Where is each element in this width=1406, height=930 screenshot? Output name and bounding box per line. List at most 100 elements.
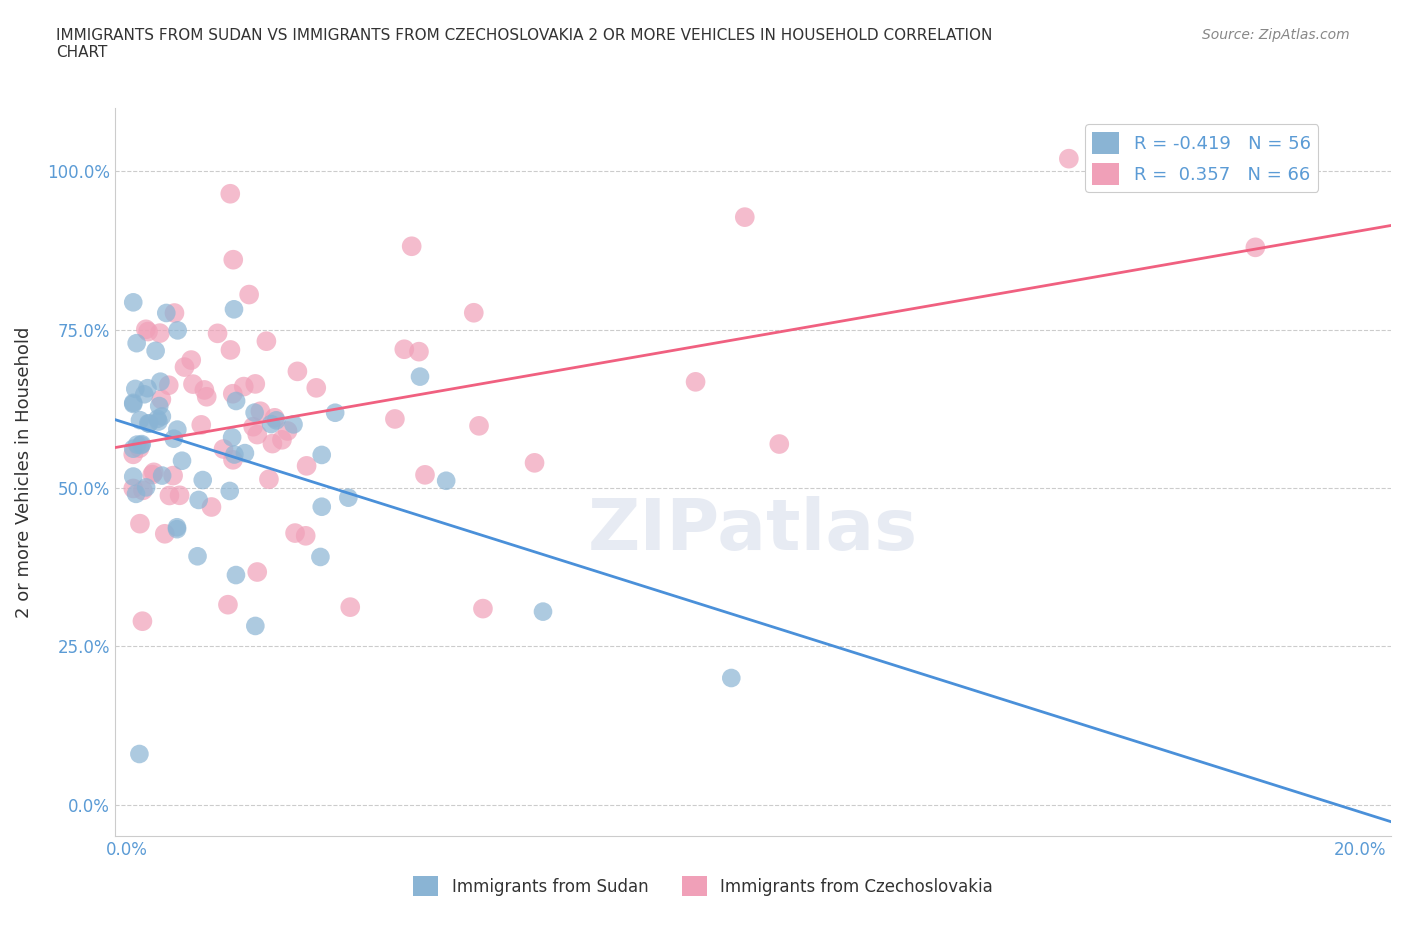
Immigrants from Czechoslovakia [287,364,309,379]
Immigrants from Sudan [260,417,283,432]
Immigrants from Czechoslovakia [394,342,416,357]
Immigrants from Sudan [136,380,159,395]
Immigrants from Czechoslovakia [468,418,491,433]
Immigrants from Czechoslovakia [408,344,430,359]
Immigrants from Czechoslovakia [169,488,191,503]
Immigrants from Czechoslovakia [122,481,145,496]
Immigrants from Sudan [337,490,360,505]
Immigrants from Sudan [131,437,153,452]
Immigrants from Sudan [150,468,173,483]
Immigrants from Czechoslovakia [163,306,186,321]
Immigrants from Sudan [150,409,173,424]
Immigrants from Czechoslovakia [217,597,239,612]
Immigrants from Czechoslovakia [245,377,267,392]
Immigrants from Czechoslovakia [162,468,184,483]
Immigrants from Sudan [191,472,214,487]
Immigrants from Sudan [409,369,432,384]
Immigrants from Czechoslovakia [222,252,245,267]
Immigrants from Czechoslovakia [305,380,328,395]
Immigrants from Czechoslovakia [129,516,152,531]
Immigrants from Czechoslovakia [339,600,361,615]
Immigrants from Sudan [136,416,159,431]
Immigrants from Sudan [434,473,457,488]
Immigrants from Czechoslovakia [242,419,264,434]
Immigrants from Sudan [129,413,152,428]
Immigrants from Czechoslovakia [734,209,756,224]
Immigrants from Czechoslovakia [413,468,436,483]
Immigrants from Sudan [720,671,742,685]
Immigrants from Czechoslovakia [284,525,307,540]
Immigrants from Czechoslovakia [173,360,195,375]
Immigrants from Sudan [146,411,169,426]
Immigrants from Czechoslovakia [262,436,284,451]
Y-axis label: 2 or more Vehicles in Household: 2 or more Vehicles in Household [15,326,32,618]
Immigrants from Czechoslovakia [768,436,790,451]
Immigrants from Sudan [170,453,193,468]
Immigrants from Sudan [134,387,156,402]
Text: ZIPatlas: ZIPatlas [588,496,918,565]
Immigrants from Sudan [128,747,150,762]
Immigrants from Czechoslovakia [1244,240,1267,255]
Immigrants from Czechoslovakia [295,458,318,473]
Immigrants from Sudan [148,399,170,414]
Immigrants from Czechoslovakia [136,325,159,339]
Immigrants from Sudan [225,393,247,408]
Immigrants from Sudan [149,374,172,389]
Immigrants from Sudan [166,520,188,535]
Immigrants from Czechoslovakia [246,427,269,442]
Immigrants from Czechoslovakia [238,287,260,302]
Immigrants from Sudan [224,447,246,462]
Immigrants from Czechoslovakia [232,379,254,394]
Immigrants from Czechoslovakia [219,342,242,357]
Text: IMMIGRANTS FROM SUDAN VS IMMIGRANTS FROM CZECHOSLOVAKIA 2 OR MORE VEHICLES IN HO: IMMIGRANTS FROM SUDAN VS IMMIGRANTS FROM… [56,28,993,60]
Immigrants from Sudan [122,469,145,484]
Immigrants from Czechoslovakia [153,526,176,541]
Immigrants from Czechoslovakia [1057,152,1080,166]
Legend: R = -0.419   N = 56, R =  0.357   N = 66: R = -0.419 N = 56, R = 0.357 N = 66 [1085,125,1319,192]
Immigrants from Czechoslovakia [157,378,180,392]
Immigrants from Czechoslovakia [207,326,229,340]
Immigrants from Sudan [243,405,266,420]
Immigrants from Czechoslovakia [222,452,245,467]
Immigrants from Sudan [225,567,247,582]
Immigrants from Czechoslovakia [523,456,546,471]
Immigrants from Czechoslovakia [249,404,271,418]
Legend: Immigrants from Sudan, Immigrants from Czechoslovakia: Immigrants from Sudan, Immigrants from C… [406,870,1000,903]
Immigrants from Czechoslovakia [195,390,218,405]
Immigrants from Czechoslovakia [128,441,150,456]
Immigrants from Czechoslovakia [222,386,245,401]
Immigrants from Czechoslovakia [149,326,172,340]
Immigrants from Sudan [187,493,209,508]
Immigrants from Sudan [264,413,287,428]
Immigrants from Sudan [311,499,333,514]
Immigrants from Czechoslovakia [150,392,173,406]
Text: Source: ZipAtlas.com: Source: ZipAtlas.com [1202,28,1350,42]
Immigrants from Sudan [309,550,332,565]
Immigrants from Czechoslovakia [246,565,269,579]
Immigrants from Sudan [166,422,188,437]
Immigrants from Sudan [222,302,245,317]
Immigrants from Sudan [245,618,267,633]
Immigrants from Czechoslovakia [193,382,215,397]
Immigrants from Sudan [186,549,208,564]
Immigrants from Czechoslovakia [401,239,423,254]
Immigrants from Sudan [122,295,145,310]
Immigrants from Czechoslovakia [141,467,163,482]
Immigrants from Czechoslovakia [159,488,181,503]
Immigrants from Sudan [124,381,146,396]
Immigrants from Sudan [166,522,188,537]
Immigrants from Czechoslovakia [271,432,294,447]
Immigrants from Czechoslovakia [463,305,485,320]
Immigrants from Sudan [122,395,145,410]
Immigrants from Sudan [122,396,145,411]
Immigrants from Sudan [323,405,346,420]
Immigrants from Sudan [218,484,240,498]
Immigrants from Czechoslovakia [384,411,406,426]
Immigrants from Sudan [221,430,243,445]
Immigrants from Sudan [125,336,148,351]
Immigrants from Czechoslovakia [277,423,299,438]
Immigrants from Czechoslovakia [294,528,316,543]
Immigrants from Czechoslovakia [190,418,212,432]
Immigrants from Czechoslovakia [181,377,204,392]
Immigrants from Czechoslovakia [122,447,145,462]
